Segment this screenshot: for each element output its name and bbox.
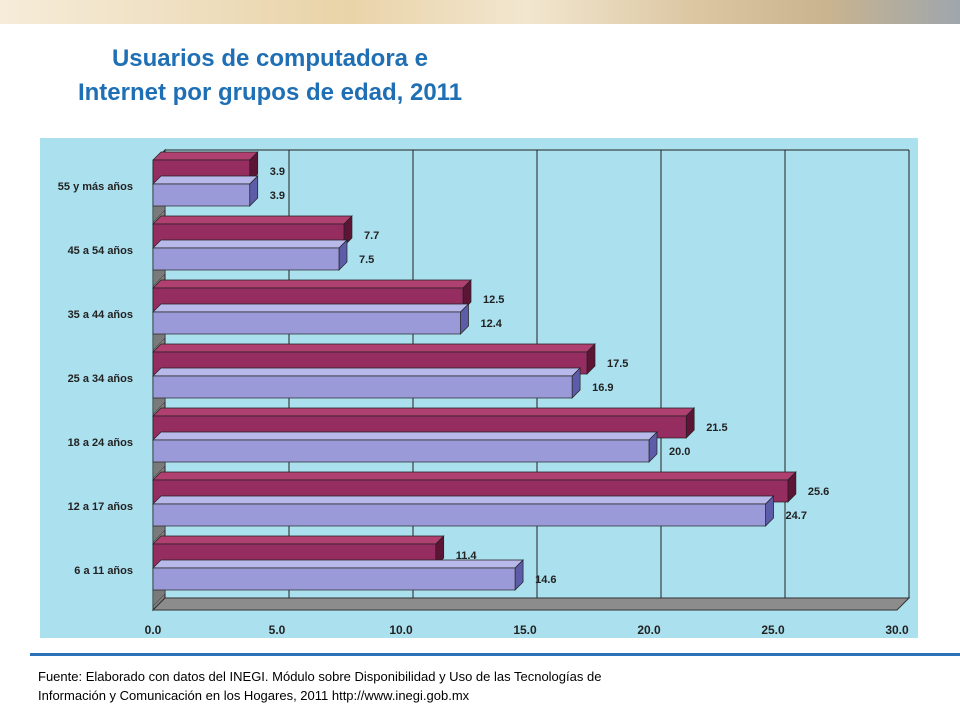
bar-top-face (152, 175, 259, 185)
bar-top-face (152, 239, 348, 249)
bar (152, 439, 650, 463)
title-line-2: Internet por grupos de edad, 2011 (77, 79, 463, 106)
bar-value-label: 7.5 (359, 254, 374, 266)
category-label: 18 a 24 años (68, 437, 133, 449)
bar-top-face (152, 407, 696, 417)
bar-value-label: 11.4 (456, 550, 478, 562)
footer-divider (30, 653, 960, 656)
source-note: Fuente: Elaborado con datos del INEGI. M… (38, 667, 738, 705)
bar (152, 567, 516, 591)
bar-top-face (152, 303, 470, 313)
bar-top-face (152, 215, 353, 225)
bar-value-label: 21.5 (706, 422, 727, 434)
category-label: 25 a 34 años (68, 373, 133, 385)
bar-top-face (152, 279, 472, 289)
x-tick-label: 25.0 (761, 623, 785, 637)
bar-value-label: 14.6 (535, 574, 556, 586)
bar-value-label: 7.7 (364, 230, 379, 242)
category-label: 12 a 17 años (68, 501, 133, 513)
bar-top-face (152, 471, 797, 481)
bar-value-label: 16.9 (592, 382, 613, 394)
bar-value-label: 17.5 (607, 358, 628, 370)
bar-value-label: 20.0 (669, 446, 690, 458)
bar-chart: 55 y más años 3.9 3.9 45 a 54 años 7.7 7.5 35 … (40, 138, 918, 638)
title-line-1: Usuarios de computadora e (111, 45, 429, 72)
bar-top-face (152, 559, 524, 569)
x-tick-label: 30.0 (885, 623, 909, 637)
bar (152, 375, 573, 399)
bar-value-label: 25.6 (808, 486, 829, 498)
bar-value-label: 3.9 (270, 190, 285, 202)
bar (152, 183, 251, 207)
x-tick-label: 10.0 (389, 623, 413, 637)
top-banner-photo (0, 0, 960, 24)
bar-top-face (152, 535, 445, 545)
source-line-1: Fuente: Elaborado con datos del INEGI. M… (38, 669, 602, 684)
bar-chart-svg: 55 y más años 3.9 3.9 45 a 54 años 7.7 7.5 35 … (40, 138, 918, 638)
bar (152, 247, 340, 271)
bar-value-label: 24.7 (786, 510, 807, 522)
category-label: 45 a 54 años (68, 245, 133, 257)
bar-value-label: 12.4 (481, 318, 503, 330)
bar-value-label: 12.5 (483, 294, 504, 306)
category-label: 55 y más años (58, 181, 133, 193)
x-tick-label: 15.0 (513, 623, 537, 637)
x-tick-label: 0.0 (145, 623, 162, 637)
x-tick-label: 5.0 (269, 623, 286, 637)
bar-value-label: 3.9 (270, 166, 285, 178)
category-label: 35 a 44 años (68, 309, 133, 321)
category-label: 6 a 11 años (74, 565, 133, 577)
x-tick-label: 20.0 (637, 623, 661, 637)
bar-top-face (152, 431, 658, 441)
bar (152, 311, 461, 335)
bar-top-face (152, 151, 259, 161)
bar-top-face (152, 367, 581, 377)
source-line-2: Información y Comunicación en los Hogare… (38, 688, 470, 703)
floor (151, 597, 911, 611)
bar-top-face (152, 495, 775, 505)
bar-top-face (152, 343, 596, 353)
slide-title: Usuarios de computadora e Internet por g… (20, 42, 520, 110)
bar (152, 503, 766, 527)
